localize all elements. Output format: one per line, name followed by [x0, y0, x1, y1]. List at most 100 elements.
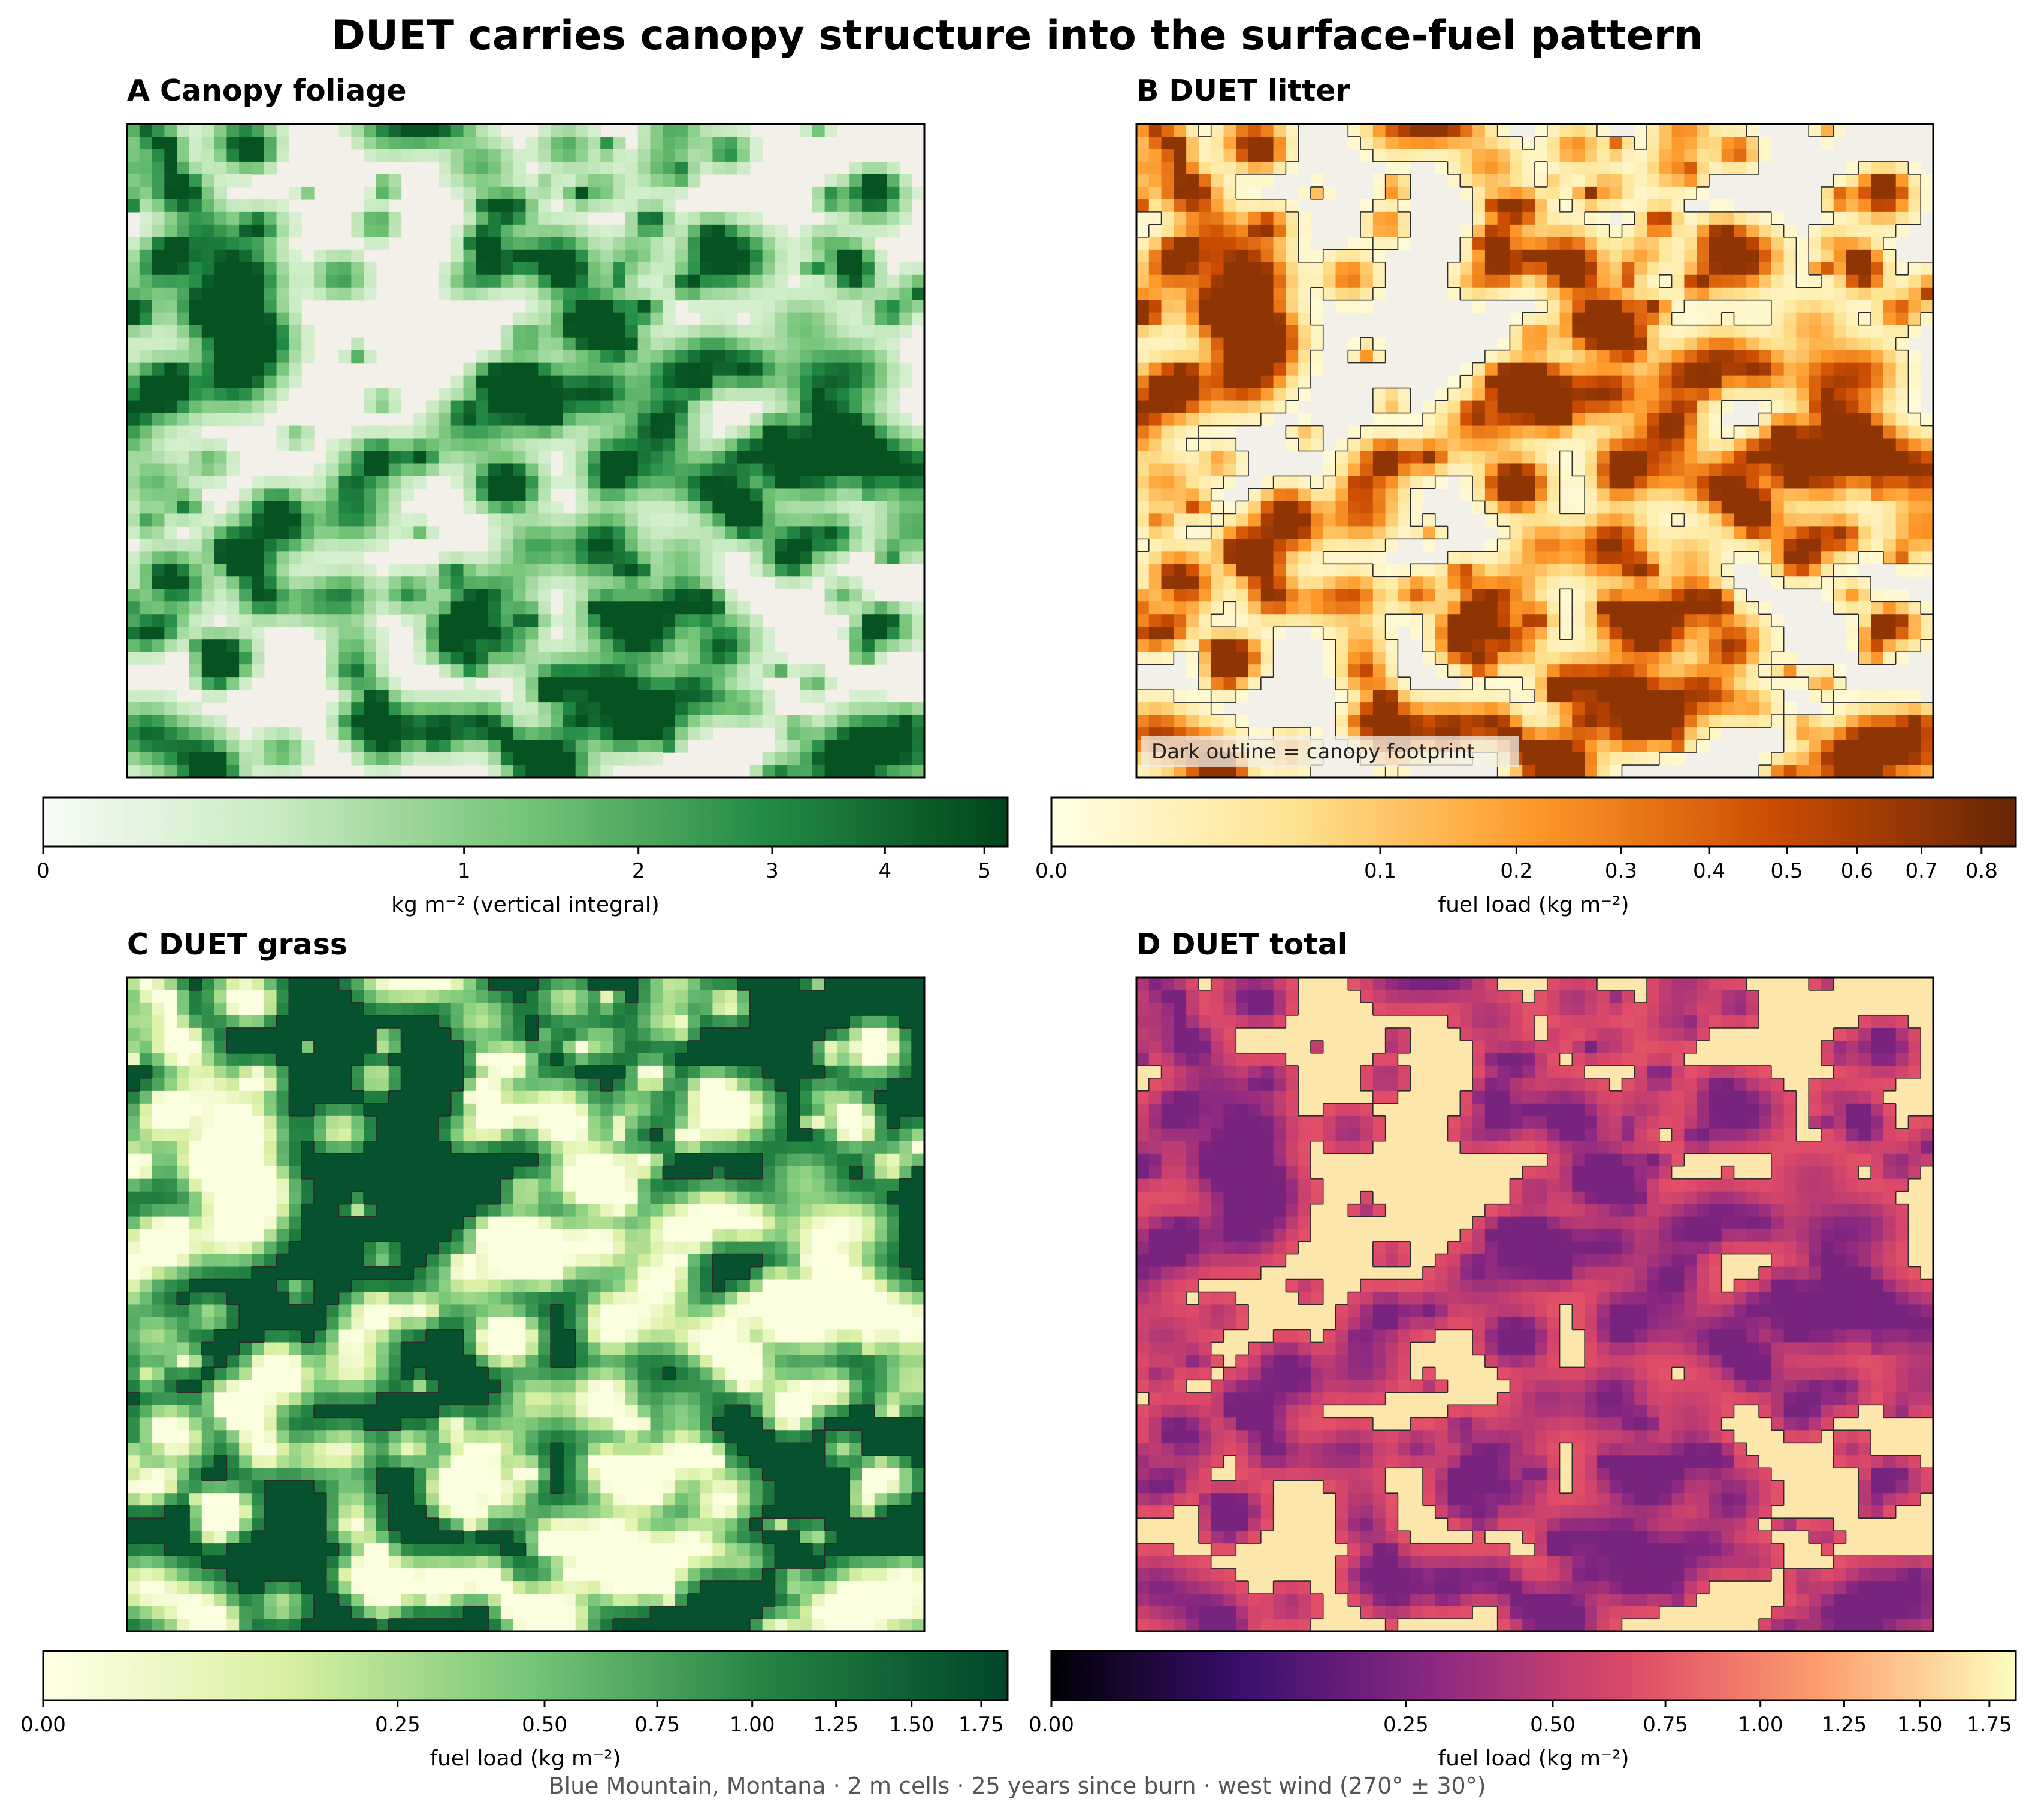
heatmap-cell: [862, 439, 875, 452]
heatmap-cell: [1684, 576, 1697, 589]
heatmap-cell: [214, 137, 227, 150]
heatmap-cell: [351, 275, 364, 288]
heatmap-cell: [538, 350, 551, 364]
heatmap-cell: [1248, 614, 1261, 627]
heatmap-cell: [1223, 463, 1236, 476]
heatmap-cell: [688, 149, 700, 162]
heatmap-cell: [1174, 300, 1186, 313]
heatmap-cell: [1871, 439, 1883, 452]
heatmap-cell: [1136, 187, 1149, 200]
heatmap-cell: [1622, 137, 1634, 150]
heatmap-cell: [464, 262, 476, 276]
heatmap-cell: [899, 199, 912, 213]
heatmap-cell: [1199, 488, 1211, 501]
heatmap-cell: [1522, 513, 1535, 527]
heatmap-cell: [563, 652, 576, 665]
heatmap-cell: [1162, 439, 1174, 452]
heatmap-cell: [314, 589, 326, 602]
heatmap-cell: [775, 300, 787, 313]
heatmap-cell: [576, 426, 588, 439]
heatmap-cell: [1485, 174, 1498, 188]
heatmap-cell: [1485, 187, 1498, 200]
heatmap-cell: [551, 388, 563, 401]
heatmap-cell: [1597, 174, 1610, 188]
heatmap-cell: [351, 288, 364, 301]
heatmap-cell: [1199, 162, 1211, 175]
heatmap-cell: [912, 300, 924, 313]
heatmap-cell: [1858, 539, 1871, 552]
heatmap-cell: [588, 727, 600, 740]
heatmap-cell: [464, 413, 476, 427]
heatmap-cell: [725, 589, 737, 602]
heatmap-cell: [650, 388, 663, 401]
heatmap-cell: [1560, 551, 1573, 564]
heatmap-cell: [1647, 275, 1659, 288]
heatmap-cell: [277, 476, 289, 489]
heatmap-cell: [899, 501, 912, 514]
heatmap-cell: [1809, 526, 1821, 539]
heatmap-cell: [164, 363, 177, 376]
heatmap-cell: [127, 338, 140, 351]
heatmap-cell: [526, 740, 539, 753]
heatmap-cell: [1298, 363, 1311, 376]
heatmap-cell: [563, 513, 576, 527]
heatmap-cell: [277, 426, 289, 439]
heatmap-cell: [1560, 526, 1573, 539]
heatmap-cell: [1522, 325, 1535, 338]
heatmap-cell: [1211, 300, 1224, 313]
heatmap-cell: [1634, 439, 1647, 452]
heatmap-cell: [1697, 463, 1709, 476]
heatmap-cell: [700, 124, 713, 137]
heatmap-cell: [526, 237, 539, 250]
heatmap-cell: [1199, 463, 1211, 476]
heatmap-cell: [1759, 501, 1771, 514]
heatmap-cell: [277, 363, 289, 376]
heatmap-cell: [1610, 338, 1622, 351]
heatmap-cell: [1846, 627, 1859, 640]
heatmap-cell: [1722, 225, 1734, 238]
heatmap-cell: [1211, 501, 1224, 514]
heatmap-cell: [1348, 288, 1360, 301]
heatmap-cell: [1896, 526, 1909, 539]
heatmap-cell: [1684, 137, 1697, 150]
heatmap-cell: [488, 124, 501, 137]
heatmap-cell: [226, 401, 239, 414]
heatmap-cell: [1410, 413, 1423, 427]
heatmap-cell: [875, 715, 887, 728]
heatmap-cell: [600, 715, 613, 728]
heatmap-cell: [526, 212, 539, 225]
heatmap-cell: [476, 614, 488, 627]
heatmap-cell: [202, 551, 214, 564]
heatmap-cell: [812, 313, 825, 326]
heatmap-cell: [1684, 652, 1697, 665]
heatmap-cell: [1211, 137, 1224, 150]
heatmap-cell: [638, 363, 651, 376]
heatmap-cell: [1858, 363, 1871, 376]
heatmap-cell: [712, 652, 725, 665]
heatmap-cell: [712, 439, 725, 452]
heatmap-cell: [675, 162, 688, 175]
heatmap-cell: [202, 174, 214, 188]
heatmap-cell: [1722, 300, 1734, 313]
heatmap-cell: [389, 601, 401, 615]
heatmap-cell: [1896, 300, 1909, 313]
heatmap-cell: [887, 426, 900, 439]
heatmap-cell: [1672, 426, 1685, 439]
heatmap-cell: [1373, 124, 1386, 137]
heatmap-cell: [588, 288, 600, 301]
heatmap-cell: [127, 325, 140, 338]
heatmap-cell: [1348, 589, 1360, 602]
heatmap-cell: [239, 652, 252, 665]
heatmap-cell: [563, 250, 576, 263]
heatmap-cell: [1610, 350, 1622, 364]
heatmap-cell: [899, 439, 912, 452]
heatmap-cell: [364, 350, 376, 364]
heatmap-cell: [1771, 350, 1784, 364]
heatmap-cell: [1672, 262, 1685, 276]
heatmap-cell: [1535, 363, 1547, 376]
heatmap-cell: [1672, 250, 1685, 263]
heatmap-cell: [688, 690, 700, 703]
heatmap-cell: [1784, 363, 1797, 376]
heatmap-cell: [140, 137, 152, 150]
heatmap-cell: [875, 601, 887, 615]
